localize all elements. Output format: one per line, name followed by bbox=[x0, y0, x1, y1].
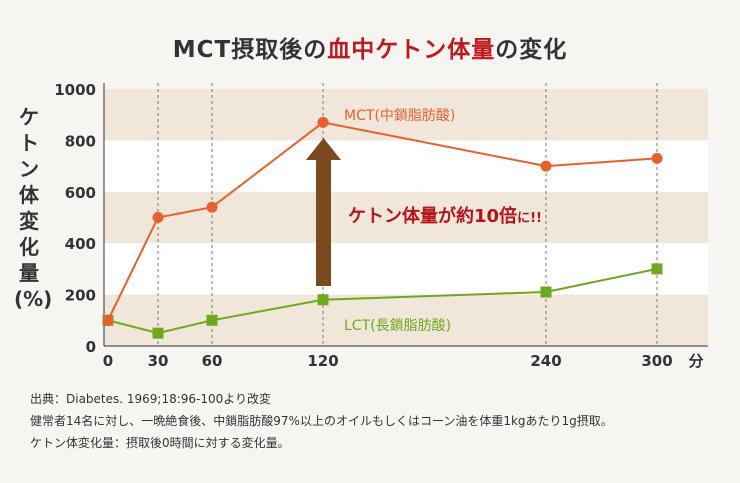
grid-band bbox=[104, 294, 708, 346]
annotation-suffix: に!! bbox=[517, 211, 542, 226]
x-tick-label: 300 bbox=[641, 352, 672, 370]
data-point bbox=[102, 314, 114, 326]
y-tick-label: 800 bbox=[65, 132, 96, 150]
data-point bbox=[651, 152, 663, 164]
arrow-head bbox=[306, 138, 341, 160]
note-definition: ケトン体変化量：摂取後0時間に対する変化量。 bbox=[30, 436, 290, 450]
y-tick-label: 0 bbox=[86, 338, 96, 356]
title-suffix: の変化 bbox=[495, 37, 568, 63]
series-label: MCT(中鎖脂肪酸) bbox=[344, 108, 455, 124]
x-tick-label: 0 bbox=[103, 352, 113, 370]
note-source: 出典：Diabetes. 1969;18:96-100より改変 bbox=[30, 392, 272, 406]
x-tick-label: 30 bbox=[148, 352, 169, 370]
grid-band bbox=[104, 140, 708, 192]
y-tick-label: 600 bbox=[65, 184, 96, 202]
x-tick-label: 60 bbox=[202, 352, 223, 370]
chart-title: MCT摂取後の血中ケトン体量の変化 bbox=[0, 30, 740, 64]
data-point bbox=[651, 263, 663, 275]
data-point bbox=[540, 286, 552, 298]
y-tick-label: 1000 bbox=[54, 81, 96, 99]
data-point bbox=[152, 212, 164, 223]
notes: 出典：Diabetes. 1969;18:96-100より改変 健常者14名に対… bbox=[30, 388, 613, 454]
series-label: LCT(長鎖脂肪酸) bbox=[344, 318, 451, 334]
grid-band bbox=[104, 191, 708, 244]
data-point bbox=[540, 160, 552, 172]
series-line-mct bbox=[107, 121, 658, 321]
x-tick-label: 120 bbox=[307, 352, 338, 370]
y-tick-label: 400 bbox=[65, 235, 96, 253]
annotation-text: ケトン体量が約10倍に!! bbox=[348, 205, 542, 227]
x-tick-label: 240 bbox=[530, 352, 561, 370]
x-unit-label: 分 bbox=[688, 352, 703, 370]
arrow-shaft bbox=[316, 160, 331, 286]
annotation-main: ケトン体量が約10倍 bbox=[348, 205, 517, 227]
note-method: 健常者14名に対し、一晩絶食後、中鎖脂肪酸97%以上のオイルもしくはコーン油を体… bbox=[30, 414, 613, 428]
data-point bbox=[206, 314, 218, 326]
title-highlight: 血中ケトン体量 bbox=[327, 37, 496, 63]
data-point bbox=[317, 116, 329, 128]
data-point bbox=[317, 294, 329, 306]
series-line-lct bbox=[107, 267, 658, 335]
title-prefix: MCT摂取後の bbox=[172, 37, 328, 63]
grid-band bbox=[104, 243, 708, 295]
data-point bbox=[206, 201, 218, 213]
line-chart: 0 200 400 600 800 1000 0 30 60 120 240 300 分 ケトン体量が約1… bbox=[54, 81, 708, 370]
y-tick-label: 200 bbox=[65, 287, 96, 305]
data-point bbox=[152, 327, 164, 339]
grid-band bbox=[104, 89, 708, 141]
